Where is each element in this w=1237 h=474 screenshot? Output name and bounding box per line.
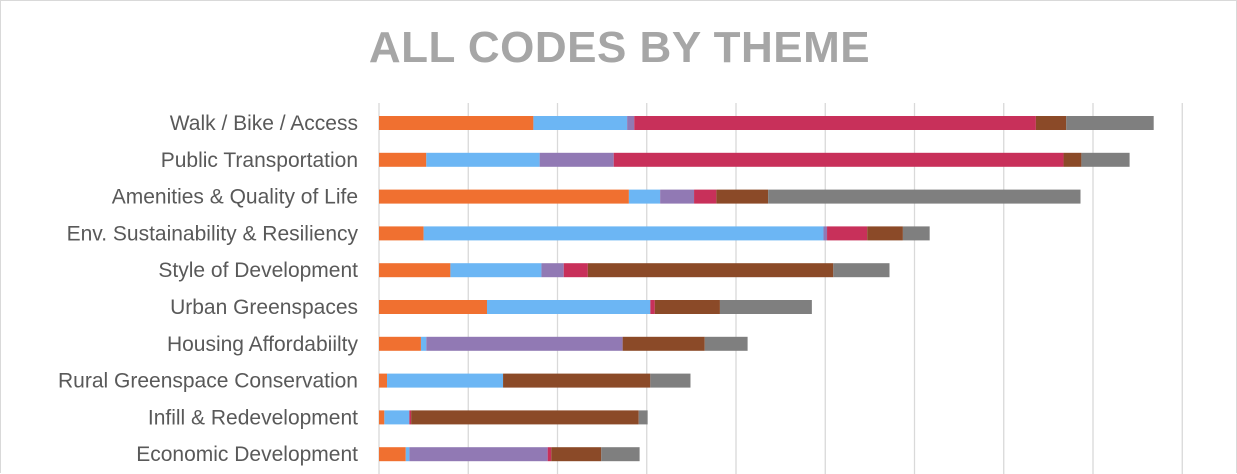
bar-segment-series-1 — [379, 410, 385, 425]
bar-segment-series-2 — [426, 152, 540, 167]
bar-segment-series-5 — [1035, 116, 1067, 130]
category-label: Urban Greenspaces — [170, 296, 358, 319]
category-label: Public Transportation — [161, 149, 358, 172]
bar-segment-series-6 — [719, 300, 812, 314]
bars — [379, 116, 1154, 462]
bar-segment-series-2 — [533, 116, 628, 130]
bar-segment-series-6 — [902, 226, 930, 241]
bar-segment-series-2 — [420, 336, 427, 351]
bar-segment-series-1 — [379, 263, 451, 278]
bar-segment-series-5 — [622, 336, 705, 351]
bar-segment-series-5 — [867, 226, 903, 241]
bar-segment-series-4 — [409, 410, 412, 425]
category-label: Rural Greenspace Conservation — [58, 370, 358, 393]
chart-title: ALL CODES BY THEME — [368, 23, 871, 72]
category-label: Amenities & Quality of Life — [112, 186, 358, 209]
bar-segment-series-2 — [423, 226, 824, 241]
bar-segment-series-1 — [379, 152, 427, 167]
bar-segment-series-6 — [704, 336, 748, 351]
bar-segment-series-2 — [486, 300, 651, 314]
bar-segment-series-1 — [379, 226, 424, 241]
bar-segment-series-1 — [379, 373, 388, 388]
category-label: Walk / Bike / Access — [170, 112, 358, 135]
bar-segment-series-4 — [694, 189, 717, 204]
bar-segment-series-6 — [1066, 116, 1154, 130]
bar-segment-series-3 — [409, 447, 548, 462]
bar-segment-series-6 — [601, 447, 640, 462]
bar-segment-series-6 — [833, 263, 890, 278]
category-label: Housing Affordabiilty — [167, 333, 359, 356]
bar-segment-series-4 — [634, 116, 1036, 130]
bar-segment-series-2 — [628, 189, 661, 204]
category-label: Infill & Redevelopment — [148, 406, 358, 429]
bar-segment-series-2 — [387, 373, 504, 388]
bar-segment-series-3 — [627, 116, 635, 130]
bar-segment-series-2 — [450, 263, 542, 278]
bar-segment-series-1 — [379, 336, 421, 351]
bar-segment-series-1 — [379, 189, 629, 204]
bar-segment-series-3 — [539, 152, 614, 167]
bar-segment-series-5 — [1063, 152, 1082, 167]
category-label: Style of Development — [158, 259, 358, 282]
bar-segment-series-3 — [660, 189, 695, 204]
bar-segment-series-4 — [547, 447, 552, 462]
bar-segment-series-4 — [650, 300, 655, 314]
bar-segment-series-3 — [541, 263, 564, 278]
bar-segment-series-6 — [650, 373, 691, 388]
bar-segment-series-5 — [654, 300, 720, 314]
bar-segment-series-6 — [1081, 152, 1130, 167]
bar-segment-series-4 — [827, 226, 868, 241]
bar-segment-series-1 — [379, 447, 406, 462]
bar-segment-series-6 — [638, 410, 648, 425]
bar-segment-series-5 — [587, 263, 834, 278]
category-label: Economic Development — [136, 443, 358, 466]
bar-segment-series-5 — [716, 189, 769, 204]
bar-segment-series-4 — [563, 263, 588, 278]
bar-segment-series-6 — [768, 189, 1081, 204]
bar-segment-series-5 — [551, 447, 602, 462]
bar-segment-series-4 — [613, 152, 1064, 167]
bar-segment-series-1 — [379, 300, 487, 314]
bar-segment-series-2 — [405, 447, 410, 462]
bar-segment-series-2 — [384, 410, 410, 425]
bar-segment-series-1 — [379, 116, 534, 130]
bar-segment-series-3 — [823, 226, 828, 241]
category-labels: Walk / Bike / Access Public Transportatio… — [58, 112, 358, 466]
bar-segment-series-5 — [503, 373, 651, 388]
category-label: Env. Sustainability & Resiliency — [67, 222, 359, 245]
bar-segment-series-5 — [411, 410, 639, 425]
bar-segment-series-3 — [426, 336, 623, 351]
